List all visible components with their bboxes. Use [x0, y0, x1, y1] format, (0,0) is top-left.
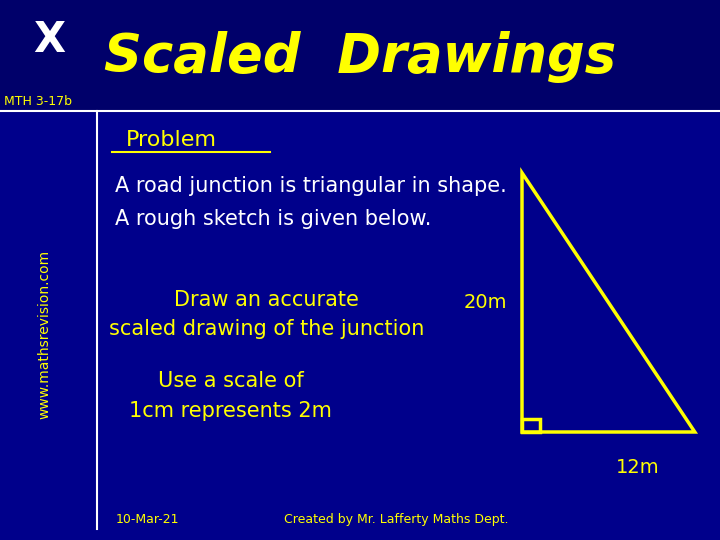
Text: X: X — [33, 19, 65, 62]
Text: Draw an accurate: Draw an accurate — [174, 289, 359, 310]
Text: Use a scale of: Use a scale of — [158, 370, 303, 391]
Text: MTH 3-17b: MTH 3-17b — [4, 95, 71, 108]
Text: 10-Mar-21: 10-Mar-21 — [115, 513, 179, 526]
Text: Scaled  Drawings: Scaled Drawings — [104, 31, 616, 83]
Bar — [0, 0, 720, 111]
Text: 20m: 20m — [464, 293, 508, 312]
Text: 12m: 12m — [616, 457, 659, 477]
Text: A rough sketch is given below.: A rough sketch is given below. — [115, 208, 431, 229]
Text: www.mathsrevision.com: www.mathsrevision.com — [37, 250, 52, 420]
Text: 1cm represents 2m: 1cm represents 2m — [129, 401, 332, 422]
Text: A road junction is triangular in shape.: A road junction is triangular in shape. — [115, 176, 507, 197]
Text: Problem: Problem — [126, 130, 217, 151]
Bar — [522, 418, 540, 432]
Text: Created by Mr. Lafferty Maths Dept.: Created by Mr. Lafferty Maths Dept. — [284, 513, 508, 526]
Text: scaled drawing of the junction: scaled drawing of the junction — [109, 319, 424, 340]
